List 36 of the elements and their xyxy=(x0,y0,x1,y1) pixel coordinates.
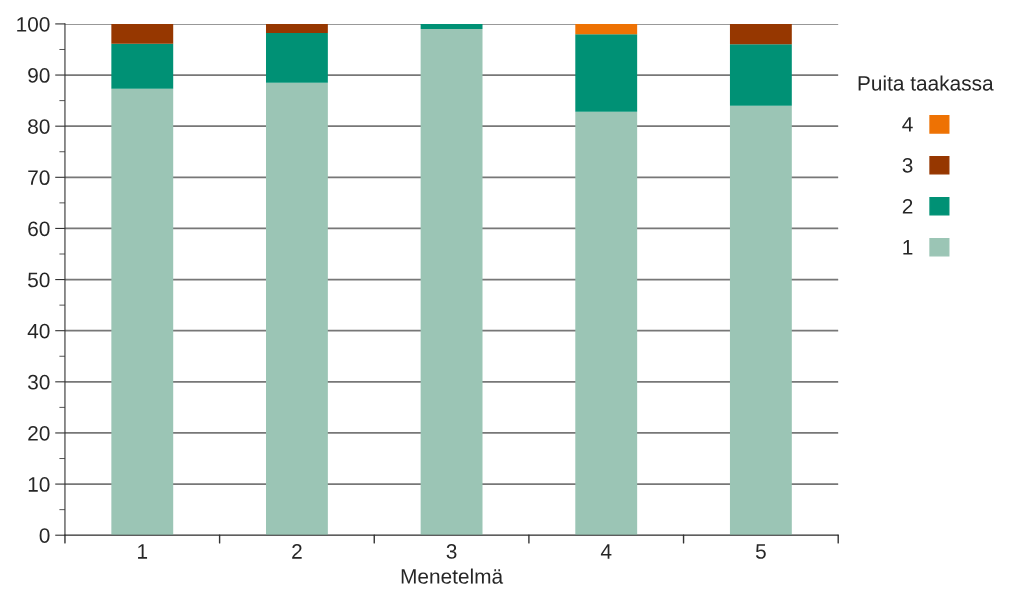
x-tick-label: 1 xyxy=(138,544,148,559)
y-tick-label: 40 xyxy=(27,323,50,339)
x-tick-label: 4 xyxy=(600,544,612,559)
y-tick-label: 30 xyxy=(27,374,50,390)
legend-title: Puita taakassa xyxy=(858,75,994,91)
bar xyxy=(266,82,328,536)
bar xyxy=(729,44,792,106)
x-tick-label: 2 xyxy=(292,544,302,559)
y-tick-label: 70 xyxy=(28,170,50,186)
y-tick-label: 0 xyxy=(39,528,50,543)
bar xyxy=(729,23,792,45)
legend-label: 2 xyxy=(902,198,913,214)
bar xyxy=(111,88,174,536)
bar xyxy=(420,29,483,536)
y-tick-label: 20 xyxy=(28,425,50,441)
bar xyxy=(111,43,174,89)
bar xyxy=(575,23,638,35)
bar xyxy=(575,111,638,536)
bar xyxy=(266,33,328,83)
legend-label: 1 xyxy=(903,240,913,255)
legend-label: 4 xyxy=(902,117,913,132)
x-tick-label: 5 xyxy=(755,544,766,559)
bar xyxy=(729,105,792,536)
bar xyxy=(575,34,638,112)
x-axis-title: Menetelmä xyxy=(401,568,504,584)
legend-label: 3 xyxy=(902,157,913,173)
y-tick-label: 100 xyxy=(17,16,50,32)
y-tick-label: 60 xyxy=(28,221,50,237)
x-tick-label: 3 xyxy=(446,544,457,559)
y-tick-label: 50 xyxy=(28,272,50,288)
bar xyxy=(111,23,174,44)
bar xyxy=(420,23,483,30)
bar xyxy=(266,23,328,34)
y-tick-label: 90 xyxy=(28,68,50,83)
y-tick-label: 80 xyxy=(28,119,50,134)
y-tick-label: 10 xyxy=(28,477,50,492)
